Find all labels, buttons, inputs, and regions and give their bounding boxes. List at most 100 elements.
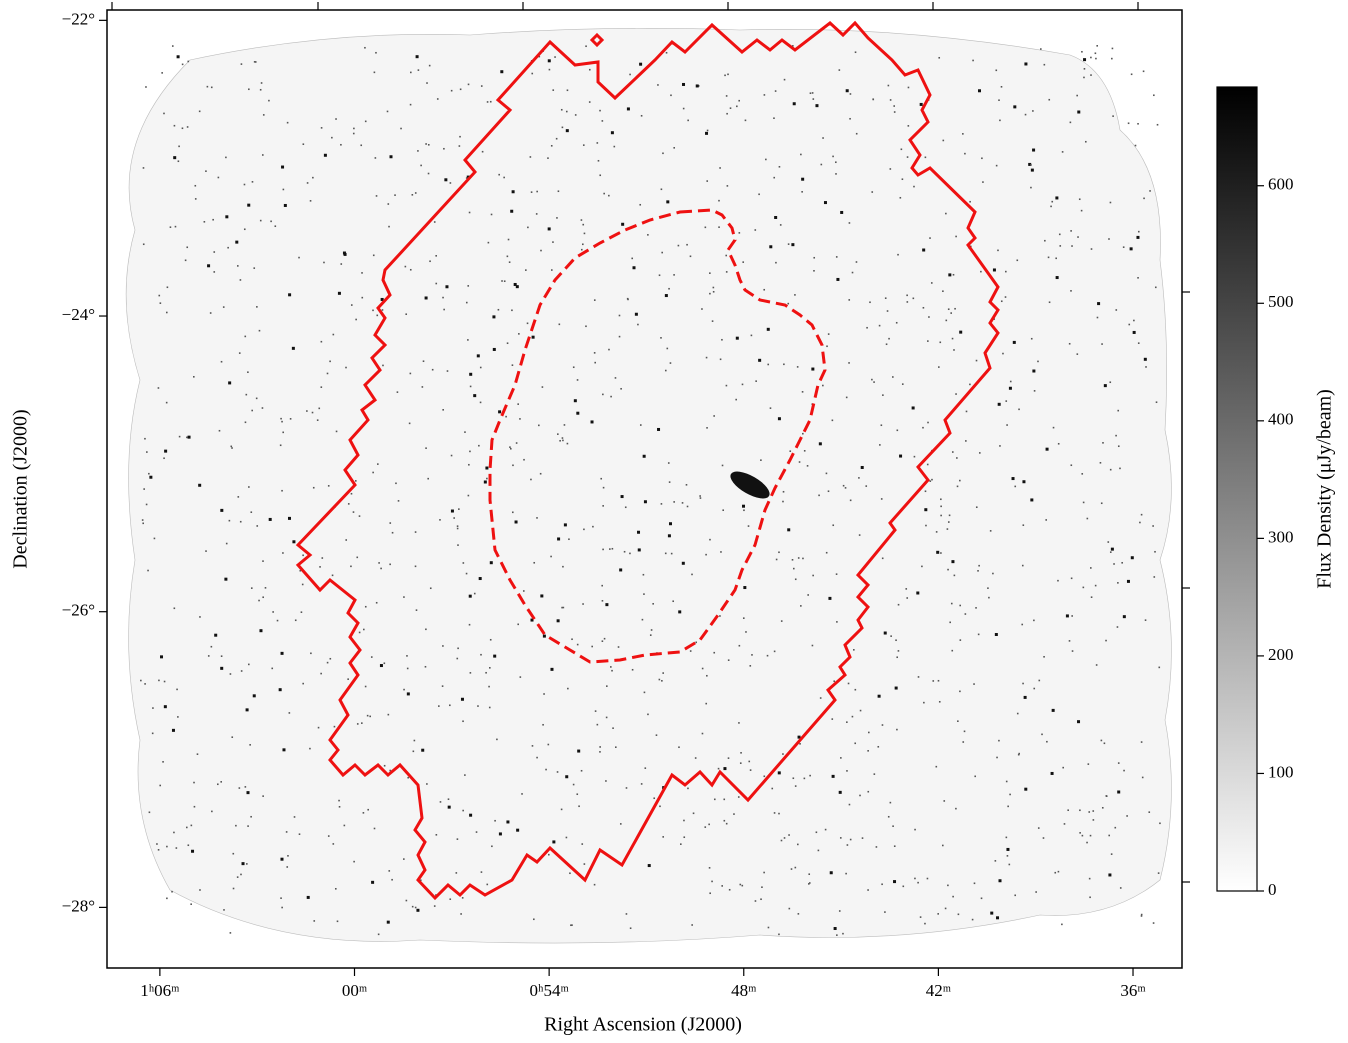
source <box>653 797 656 800</box>
source <box>268 517 272 521</box>
source <box>459 88 462 91</box>
source <box>1009 793 1011 796</box>
source <box>1130 556 1134 560</box>
source <box>485 671 487 674</box>
inner-contour <box>488 208 827 664</box>
source <box>217 783 219 786</box>
source <box>982 181 984 183</box>
source <box>435 255 437 257</box>
source <box>782 500 784 503</box>
source <box>404 265 407 268</box>
source <box>939 341 942 344</box>
source <box>873 773 876 775</box>
source <box>335 118 337 120</box>
source <box>808 883 810 885</box>
source <box>775 558 778 561</box>
source <box>409 268 412 271</box>
source <box>1021 623 1024 626</box>
source <box>198 110 201 113</box>
source <box>754 229 757 231</box>
source <box>727 659 730 661</box>
source <box>329 360 331 363</box>
source <box>177 160 180 163</box>
source <box>886 310 889 312</box>
source <box>535 213 538 215</box>
source <box>931 478 933 481</box>
source <box>450 454 453 457</box>
source <box>229 673 232 675</box>
source <box>658 274 661 277</box>
source <box>981 157 983 160</box>
source <box>880 424 883 427</box>
source <box>562 565 564 568</box>
source <box>585 45 587 48</box>
source <box>486 883 489 886</box>
source <box>1012 340 1016 344</box>
source <box>529 156 532 158</box>
source <box>475 831 478 833</box>
source <box>828 596 832 600</box>
source <box>612 727 614 729</box>
source <box>1033 687 1036 690</box>
source <box>608 194 610 197</box>
source <box>1008 386 1012 390</box>
source <box>629 552 631 555</box>
source <box>187 435 191 439</box>
source <box>1126 579 1130 583</box>
source <box>802 432 804 435</box>
source <box>400 127 402 130</box>
source <box>561 606 563 609</box>
source <box>1122 615 1126 619</box>
source <box>1154 550 1156 553</box>
source <box>937 679 940 682</box>
source <box>186 126 189 128</box>
source <box>562 439 564 442</box>
source <box>929 480 932 482</box>
source <box>198 483 202 487</box>
source <box>661 251 663 254</box>
source <box>1108 873 1112 877</box>
source <box>389 155 393 159</box>
colorbar-tick-label: 400 <box>1268 410 1294 429</box>
source <box>614 377 617 379</box>
source <box>640 783 643 785</box>
source <box>591 645 593 648</box>
source <box>238 787 241 789</box>
source <box>1005 400 1008 402</box>
source <box>462 562 465 564</box>
source <box>947 521 950 523</box>
source <box>377 933 380 936</box>
source <box>831 419 834 422</box>
source <box>831 718 834 720</box>
source <box>503 176 505 179</box>
source <box>210 86 213 89</box>
source <box>320 340 323 343</box>
source <box>1082 501 1085 504</box>
source <box>530 478 532 481</box>
source <box>689 650 692 652</box>
source <box>813 256 816 259</box>
source <box>1137 342 1140 344</box>
source <box>1117 790 1121 794</box>
source <box>977 89 981 93</box>
source <box>1047 256 1050 259</box>
source <box>893 111 896 113</box>
source <box>173 831 175 834</box>
source <box>191 849 195 853</box>
source <box>288 293 292 297</box>
source <box>374 157 377 159</box>
source <box>491 845 493 848</box>
source <box>585 325 587 328</box>
source <box>563 523 567 527</box>
source <box>372 471 374 474</box>
source <box>1024 113 1027 116</box>
source <box>657 427 661 431</box>
source <box>395 482 397 485</box>
source <box>1129 247 1133 251</box>
source <box>906 597 909 599</box>
source <box>1042 837 1045 839</box>
source <box>1077 720 1081 724</box>
source <box>998 879 1002 883</box>
source <box>822 384 824 387</box>
source <box>285 831 288 833</box>
